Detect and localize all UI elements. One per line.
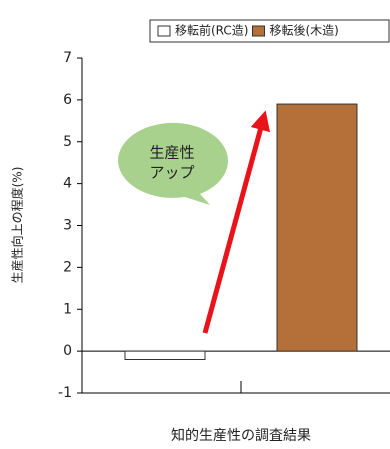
y-tick-label: 7 xyxy=(63,50,72,66)
legend-label: 移転後(木造) xyxy=(269,24,338,38)
y-tick-label: 3 xyxy=(63,218,72,234)
legend-box xyxy=(149,19,390,43)
y-tick-label: 0 xyxy=(63,343,72,359)
y-tick-label: 1 xyxy=(63,301,72,317)
annotation-text: 生産性 xyxy=(149,144,194,162)
y-tick-label: 4 xyxy=(63,176,72,192)
y-tick-label: 2 xyxy=(63,259,72,275)
x-tick-label: 知的生産性の調査結果 xyxy=(171,427,311,444)
annotation-text: アップ xyxy=(149,164,194,182)
bar xyxy=(124,350,206,360)
bar xyxy=(276,103,358,352)
legend-swatch xyxy=(157,25,171,37)
legend-swatch xyxy=(251,25,265,37)
arrow xyxy=(202,110,271,334)
y-tick-label: 5 xyxy=(63,134,72,150)
annotation-bubble xyxy=(117,122,228,205)
y-tick-label: 6 xyxy=(63,92,72,108)
y-tick-label: -1 xyxy=(58,385,72,401)
y-axis-label: 生産性向上の程度(%) xyxy=(10,167,25,284)
legend-label: 移転前(RC造) xyxy=(175,23,248,38)
